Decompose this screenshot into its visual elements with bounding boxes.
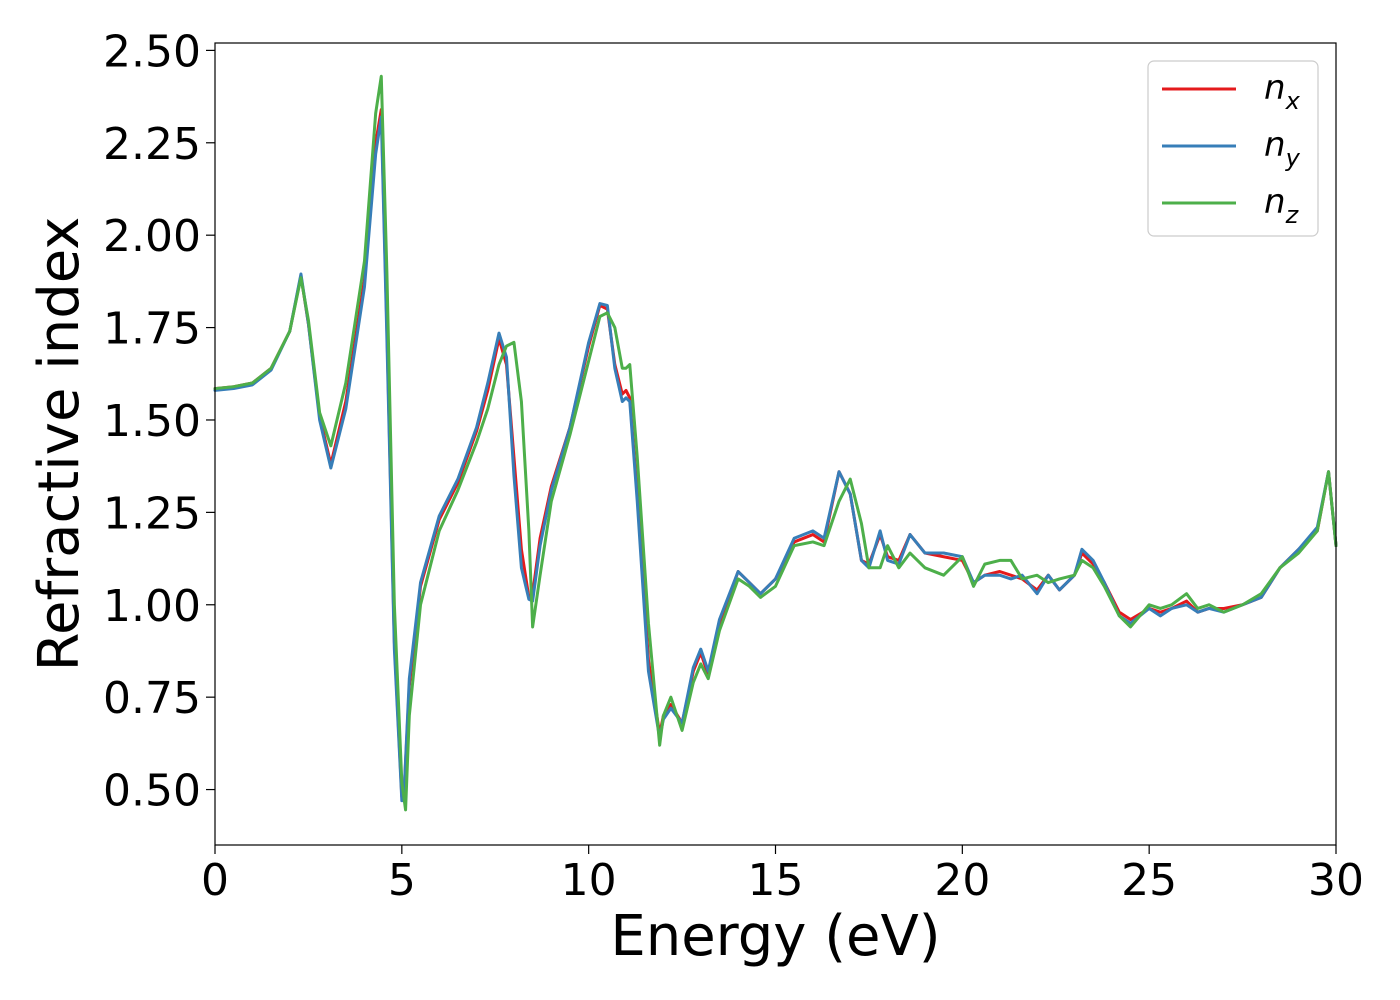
legend-box [1147, 60, 1319, 237]
y-tick-label: 1.50 [103, 396, 201, 447]
legend-label: nx [1264, 68, 1301, 115]
x-tick-label: 0 [201, 855, 229, 906]
y-tick-label: 2.25 [103, 119, 201, 170]
y-axis: 0.50 0.75 1.00 1.25 1.50 1.75 2.00 2.25 2.50 [103, 26, 215, 817]
x-tick-label: 30 [1308, 855, 1364, 906]
x-tick-label: 20 [934, 855, 990, 906]
y-tick-label: 0.50 [103, 766, 201, 817]
x-axis: 0 5 10 15 20 25 30 [201, 845, 1364, 906]
y-tick-label: 2.50 [103, 26, 201, 77]
x-tick-label: 5 [388, 855, 416, 906]
y-tick-label: 1.75 [103, 304, 201, 355]
x-tick-label: 10 [561, 855, 617, 906]
legend: nx ny nz [1147, 60, 1319, 237]
y-tick-label: 2.00 [103, 211, 201, 262]
y-tick-label: 1.00 [103, 581, 201, 632]
y-axis-title: Refractive index [27, 217, 92, 672]
x-tick-label: 25 [1121, 855, 1177, 906]
legend-label: ny [1264, 125, 1301, 172]
x-axis-title: Energy (eV) [610, 904, 940, 969]
x-tick-label: 15 [748, 855, 804, 906]
y-tick-label: 0.75 [103, 673, 201, 724]
y-tick-label: 1.25 [103, 488, 201, 539]
series-line-n-z [213, 74, 1338, 812]
plot-lines [213, 74, 1338, 812]
legend-label: nz [1264, 182, 1300, 229]
